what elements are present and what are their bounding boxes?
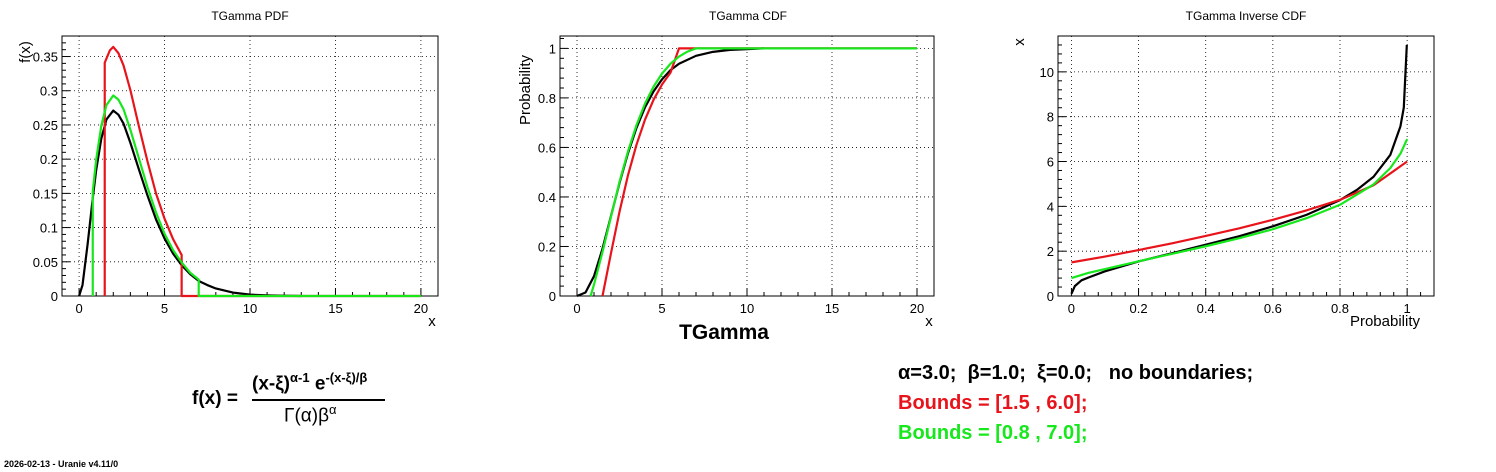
- chart2-ylabel: Probability: [517, 54, 534, 125]
- formula-lhs: f(x) =: [192, 388, 238, 409]
- parameter-legend: α=3.0; β=1.0; ξ=0.0; no boundaries; Boun…: [898, 358, 1253, 448]
- chart3-xlabel: Probability: [1350, 313, 1421, 330]
- chart1-xtick-label-4: 20: [414, 301, 428, 316]
- chart2-ytick-label-5: 1: [549, 41, 556, 56]
- chart3-xtick-label-2: 0.4: [1197, 301, 1215, 316]
- params-line-green: Bounds = [0.8 , 7.0];: [898, 422, 1088, 444]
- chart1-ytick-label-6: 0.3: [40, 84, 58, 99]
- chart2-xtick-label-2: 10: [740, 301, 754, 316]
- chart2-xtick-label-3: 15: [825, 301, 839, 316]
- formula-num-base: (x-ξ): [252, 373, 291, 395]
- chart3-ytick-label-5: 10: [1040, 65, 1054, 80]
- chart1-xtick-label-3: 15: [328, 301, 342, 316]
- chart2-xlabel: x: [925, 313, 933, 330]
- params-line-black: α=3.0; β=1.0; ξ=0.0; no boundaries;: [898, 362, 1254, 384]
- chart3-ytick-label-1: 2: [1047, 244, 1054, 259]
- chart2-series-black: [576, 47, 765, 298]
- chart2-series-red: [601, 47, 917, 297]
- formula-numerator: (x-ξ)α-1 e-(x-ξ)/β: [252, 370, 367, 395]
- chart3-frame: [1057, 35, 1435, 297]
- chart3-xtick-label-5: 1: [1404, 301, 1411, 316]
- chart2-ytick-label-0: 0: [549, 289, 556, 304]
- chart2-xtick-label-1: 5: [658, 301, 665, 316]
- chart1-title: TGamma PDF: [211, 9, 288, 23]
- formula-den: Γ(α)β: [284, 405, 330, 427]
- chart3-series-black: [1070, 44, 1408, 295]
- formula-den-exp: α: [329, 402, 337, 417]
- pdf-formula: f(x) = (x-ξ)α-1 e-(x-ξ)/β Γ(α)βα: [192, 362, 392, 432]
- chart1-xtick-label-0: 0: [75, 301, 82, 316]
- chart1-xlabel: x: [428, 313, 436, 330]
- chart3-ytick-label-2: 4: [1047, 199, 1054, 214]
- chart1-xtick-label-2: 10: [243, 301, 257, 316]
- chart3-ytick-label-0: 0: [1047, 289, 1054, 304]
- chart2-ytick-label-2: 0.4: [538, 190, 556, 205]
- chart3-ytick-label-4: 8: [1047, 110, 1054, 125]
- chart1-ytick-label-2: 0.1: [40, 221, 58, 236]
- chart3-title: TGamma Inverse CDF: [1186, 9, 1307, 23]
- chart3-xtick-label-3: 0.6: [1264, 301, 1282, 316]
- chart3-ylabel: x: [1011, 38, 1028, 46]
- formula-denominator: Γ(α)βα: [284, 402, 337, 427]
- chart1-series-red: [103, 45, 421, 298]
- formula-num-exp: α-1: [290, 370, 310, 385]
- chart2-bottom-label: TGamma: [679, 321, 769, 344]
- chart3-ytick-label-3: 6: [1047, 155, 1054, 170]
- chart3-xtick-label-1: 0.2: [1130, 301, 1148, 316]
- params-line-red: Bounds = [1.5 , 6.0];: [898, 392, 1088, 414]
- chart1-ytick-label-7: 0.35: [33, 50, 58, 65]
- chart1-xtick-label-1: 5: [161, 301, 168, 316]
- chart1-ytick-label-3: 0.15: [33, 186, 58, 201]
- chart1-ytick-label-0: 0: [51, 289, 58, 304]
- chart1-ylabel: f(x): [17, 41, 34, 63]
- chart1-series-green: [91, 94, 421, 298]
- chart3-series-green: [1071, 138, 1409, 280]
- formula-num-e: e: [309, 373, 326, 395]
- chart3-xtick-label-4: 0.8: [1331, 301, 1349, 316]
- chart2-ytick-label-3: 0.6: [538, 140, 556, 155]
- chart1-ytick-label-4: 0.2: [40, 152, 58, 167]
- chart2-ytick-label-1: 0.2: [538, 239, 556, 254]
- chart2-ytick-label-4: 0.8: [538, 91, 556, 106]
- footer-stamp: 2026-02-13 - Uranie v4.11/0: [4, 459, 119, 469]
- chart3-xtick-label-0: 0: [1068, 301, 1075, 316]
- formula-fraction-bar: [252, 399, 385, 401]
- chart1-ytick-label-5: 0.25: [33, 118, 58, 133]
- chart3-series-red: [1071, 160, 1408, 264]
- chart2-xtick-label-4: 20: [910, 301, 924, 316]
- chart2-series-green: [589, 47, 917, 297]
- chart1-series-black: [78, 109, 302, 298]
- chart2-xtick-label-0: 0: [573, 301, 580, 316]
- chart2-title: TGamma CDF: [709, 9, 787, 23]
- chart1-ytick-label-1: 0.05: [33, 255, 58, 270]
- formula-num-e-exp: -(x-ξ)/β: [325, 370, 368, 385]
